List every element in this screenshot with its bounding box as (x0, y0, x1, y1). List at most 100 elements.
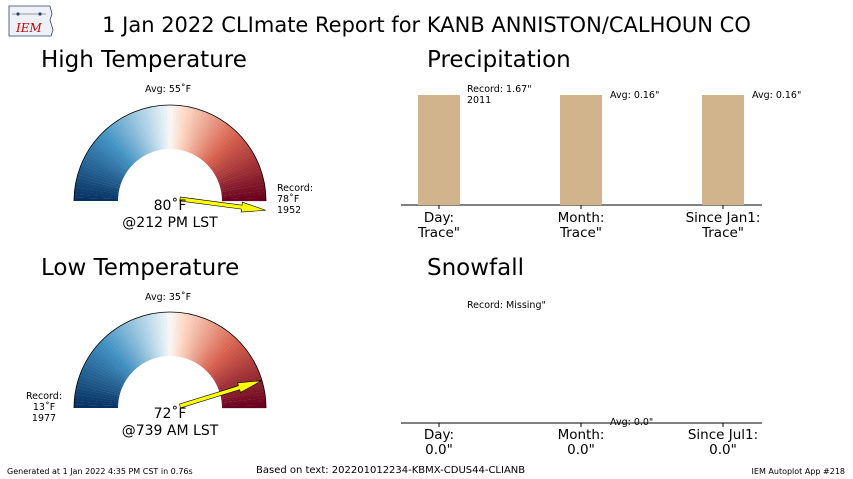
high-gauge-segment (86, 149, 126, 175)
low-gauge-segment (179, 313, 191, 358)
low-gauge-segment (163, 312, 169, 357)
low-gauge-segment (210, 348, 248, 378)
low-gauge-segment (166, 312, 171, 357)
high-value-arrow (179, 196, 266, 213)
low-gauge-segment (140, 315, 156, 359)
low-gauge-segment (122, 323, 146, 363)
low-gauge-segment (90, 351, 128, 379)
snowfall-title: Snowfall (427, 255, 525, 281)
precip-cat-month-value: Trace" (559, 225, 603, 241)
low-gauge-segment (199, 328, 227, 366)
high-gauge-segment (103, 129, 136, 164)
snow-cat-month-name: Month: (557, 427, 605, 443)
low-gauge-segment (79, 371, 122, 391)
low-record-line-1: Record: (26, 391, 63, 402)
precip-bar (560, 95, 602, 205)
high-gauge-segment (175, 105, 184, 150)
high-gauge-segment (215, 153, 255, 177)
high-gauge-segment (113, 121, 141, 159)
high-gauge-segment (221, 187, 266, 196)
high-gauge-segment (170, 105, 174, 150)
high-gauge-segment (150, 106, 162, 151)
precip-cat-day: Day: Trace" (374, 211, 504, 241)
low-gauge-segment (200, 330, 230, 368)
low-gauge-segment (75, 387, 120, 399)
precip-cat-month: Month: Trace" (516, 211, 646, 241)
high-avg-label: Avg: 55˚F (145, 84, 192, 95)
low-gauge-segment (191, 320, 213, 362)
low-gauge-segment (74, 394, 119, 403)
high-gauge-segment (140, 108, 156, 152)
high-gauge-segment (74, 190, 119, 198)
low-gauge-segment (221, 394, 266, 403)
low-gauge-segment (206, 338, 240, 372)
precip-cat-day-name: Day: (423, 210, 455, 226)
snow-month-avg: Avg: 0.0" (610, 417, 654, 428)
low-gauge-segment (96, 343, 132, 375)
high-gauge-segment (208, 136, 244, 168)
low-gauge-segment (110, 330, 140, 368)
precip-year-avg: Avg: 0.16" (752, 90, 802, 101)
high-gauge-segment (221, 184, 266, 194)
high-gauge-segment (210, 141, 248, 171)
high-gauge-segment (200, 123, 230, 161)
high-gauge-segment (203, 127, 235, 163)
high-record-line-3: 1952 (277, 205, 302, 216)
low-gauge-segment (108, 332, 139, 369)
high-gauge-segment (189, 111, 210, 154)
high-gauge-segment (194, 116, 219, 157)
low-gauge-segment (196, 324, 222, 364)
high-gauge-segment (199, 121, 227, 159)
high-gauge-segment (76, 174, 121, 189)
high-gauge-segment (221, 190, 266, 198)
high-gauge-segment (80, 161, 123, 182)
iem-logo: IEM (8, 5, 54, 37)
low-gauge-segment (221, 397, 266, 405)
low-gauge-segment (143, 314, 158, 359)
high-gauge-segment (74, 194, 119, 200)
high-gauge-segment (191, 113, 213, 155)
low-gauge-segment (100, 338, 134, 372)
high-gauge-segment (209, 139, 246, 170)
high-gauge-segment (213, 147, 252, 174)
high-gauge-segment (177, 105, 187, 150)
low-avg-label: Avg: 35˚F (145, 292, 192, 303)
low-gauge-segment (171, 312, 177, 357)
logo-text: IEM (15, 21, 43, 35)
high-gauge-segment (134, 110, 153, 153)
high-gauge-segment (196, 117, 222, 157)
low-gauge-segment (175, 312, 184, 357)
low-gauge-segment (130, 318, 151, 361)
high-gauge-segment (90, 144, 128, 172)
high-gauge-segment (163, 105, 169, 150)
high-gauge-segment (146, 107, 160, 151)
low-gauge-segment (80, 368, 123, 389)
low-gauge-segment (187, 317, 207, 360)
high-gauge-segment (171, 105, 177, 150)
snow-cat-day-name: Day: (423, 427, 455, 443)
low-gauge-segment (83, 362, 125, 386)
low-gauge-segment (153, 312, 163, 357)
low-gauge-segment (150, 313, 162, 358)
low-gauge-segment (189, 318, 210, 361)
page-title: 1 Jan 2022 CLImate Report for KANB ANNIS… (102, 13, 751, 37)
high-gauge-segment (218, 168, 262, 186)
low-gauge-segment (173, 312, 181, 357)
high-gauge-segment (207, 134, 242, 167)
high-gauge-segment (76, 177, 120, 191)
low-gauge-segment (204, 336, 237, 371)
high-gauge-segment (153, 105, 163, 150)
low-record-line-2: 13˚F (32, 402, 56, 413)
snow-cat-day: Day: 0.0" (374, 428, 504, 458)
high-gauge-segment (215, 155, 257, 179)
high-gauge-segment (100, 131, 134, 165)
precip-cat-jan1-name: Since Jan1: (685, 210, 761, 226)
high-gauge-segment (96, 136, 132, 168)
snow-cat-month-value: 0.0" (567, 442, 595, 458)
high-gauge-segment (221, 194, 266, 200)
low-gauge-segment (217, 368, 260, 389)
high-gauge-segment (216, 158, 258, 180)
low-gauge-segment (82, 365, 124, 387)
low-temp-title: Low Temperature (41, 255, 240, 281)
high-gauge-segment (219, 174, 264, 189)
